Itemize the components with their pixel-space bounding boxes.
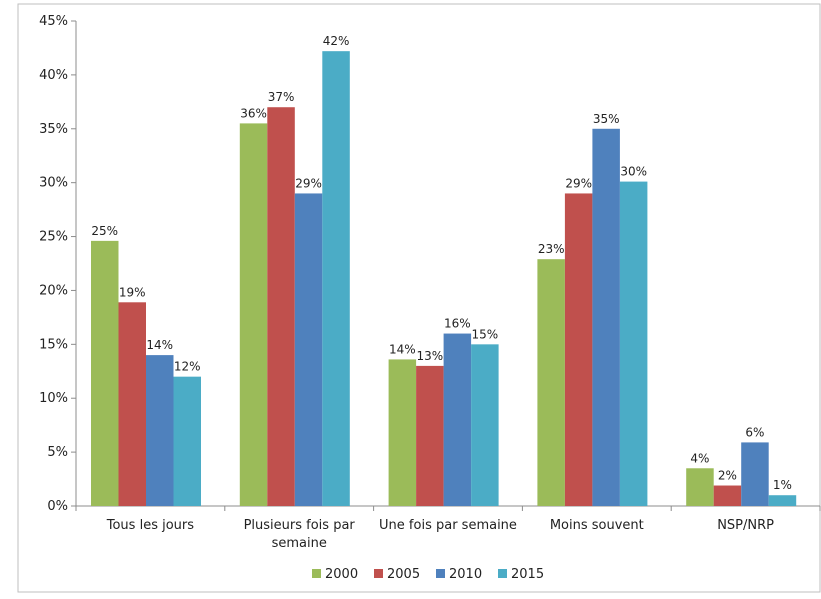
- data-label-2015: 42%: [323, 34, 350, 48]
- bar-2015: [619, 181, 648, 507]
- bar-2015: [768, 495, 797, 506]
- y-tick-label: 0%: [47, 499, 68, 514]
- bar-2005: [118, 302, 146, 506]
- bar-2000: [91, 240, 119, 506]
- bar-2000: [239, 123, 268, 506]
- x-category-label-line: Une fois par semaine: [379, 518, 517, 533]
- x-category-label: NSP/NRP: [717, 518, 774, 533]
- y-tick-label: 30%: [39, 176, 68, 191]
- bar-2010: [443, 333, 472, 506]
- data-label-2005: 13%: [417, 349, 444, 363]
- x-category-label-line: Tous les jours: [106, 518, 194, 533]
- legend-swatch-2005: [374, 569, 383, 578]
- data-label-2000: 23%: [538, 242, 565, 256]
- x-category-label-line: NSP/NRP: [717, 518, 774, 533]
- x-category-label-line: semaine: [272, 536, 327, 551]
- bar-2010: [146, 355, 174, 506]
- bar-2015: [471, 344, 499, 506]
- x-category-label: Plusieurs fois par semaine: [244, 518, 356, 551]
- bar-2005: [267, 107, 295, 506]
- bars: [91, 51, 797, 507]
- data-label-2005: 29%: [565, 176, 592, 190]
- bar-2010: [741, 442, 769, 506]
- data-label-2005: 37%: [268, 90, 295, 104]
- bar-2000: [686, 468, 714, 506]
- legend-swatch-2010: [436, 569, 445, 578]
- y-tick-label: 40%: [39, 68, 68, 83]
- data-label-2000: 25%: [91, 224, 118, 238]
- data-label-2005: 19%: [119, 285, 146, 299]
- legend-swatch-2000: [312, 569, 321, 578]
- y-tick-label: 35%: [39, 122, 68, 137]
- data-label-2010: 35%: [593, 112, 620, 126]
- data-label-2010: 29%: [295, 176, 322, 190]
- y-tick-label: 45%: [39, 14, 68, 29]
- y-tick-label: 15%: [39, 337, 68, 352]
- y-tick-label: 25%: [39, 230, 68, 245]
- legend-label-2010: 2010: [449, 567, 482, 582]
- data-label-2010: 14%: [146, 338, 173, 352]
- legend-label-2015: 2015: [511, 567, 544, 582]
- data-label-2015: 12%: [174, 360, 201, 374]
- y-tick-label: 5%: [47, 445, 68, 460]
- x-category-label: Une fois par semaine: [379, 518, 517, 533]
- data-label-2005: 2%: [718, 469, 737, 483]
- data-labels: 25%19%14%12%36%37%29%42%14% 13%16%15%23%2…: [91, 34, 792, 492]
- data-label-2000: 14%: [389, 342, 416, 356]
- legend-label-2005: 2005: [387, 567, 420, 582]
- data-label-2000: 36%: [240, 106, 267, 120]
- bar-2015: [322, 51, 350, 507]
- data-label-2015: 30%: [620, 165, 647, 179]
- bar-2015: [173, 376, 201, 506]
- bar-2005: [416, 365, 444, 506]
- y-tick-label: 10%: [39, 391, 68, 406]
- x-category-label-line: Plusieurs fois par: [244, 518, 356, 533]
- bar-2000: [537, 259, 565, 506]
- bar-2005: [713, 485, 742, 506]
- legend: 2000 2005 2010 2015: [312, 567, 544, 582]
- data-label-2010: 16%: [444, 317, 471, 331]
- data-label-2015: 1%: [773, 478, 792, 492]
- x-category-label-line: Moins souvent: [550, 518, 644, 533]
- x-category-label: Moins souvent: [550, 518, 644, 533]
- bar-2000: [388, 359, 417, 506]
- x-category-label: Tous les jours: [106, 518, 194, 533]
- legend-swatch-2015: [498, 569, 507, 578]
- y-axis: 0% 5% 10% 15% 20% 25% 30% 35% 40% 45%: [39, 14, 77, 514]
- y-tick-label: 20%: [39, 283, 68, 298]
- bar-2005: [564, 193, 593, 506]
- data-label-2015: 15%: [472, 327, 499, 341]
- bar-2010: [294, 193, 323, 506]
- bar-2010: [592, 128, 620, 506]
- data-label-2000: 4%: [690, 451, 709, 465]
- legend-label-2000: 2000: [325, 567, 358, 582]
- data-label-2010: 6%: [745, 425, 764, 439]
